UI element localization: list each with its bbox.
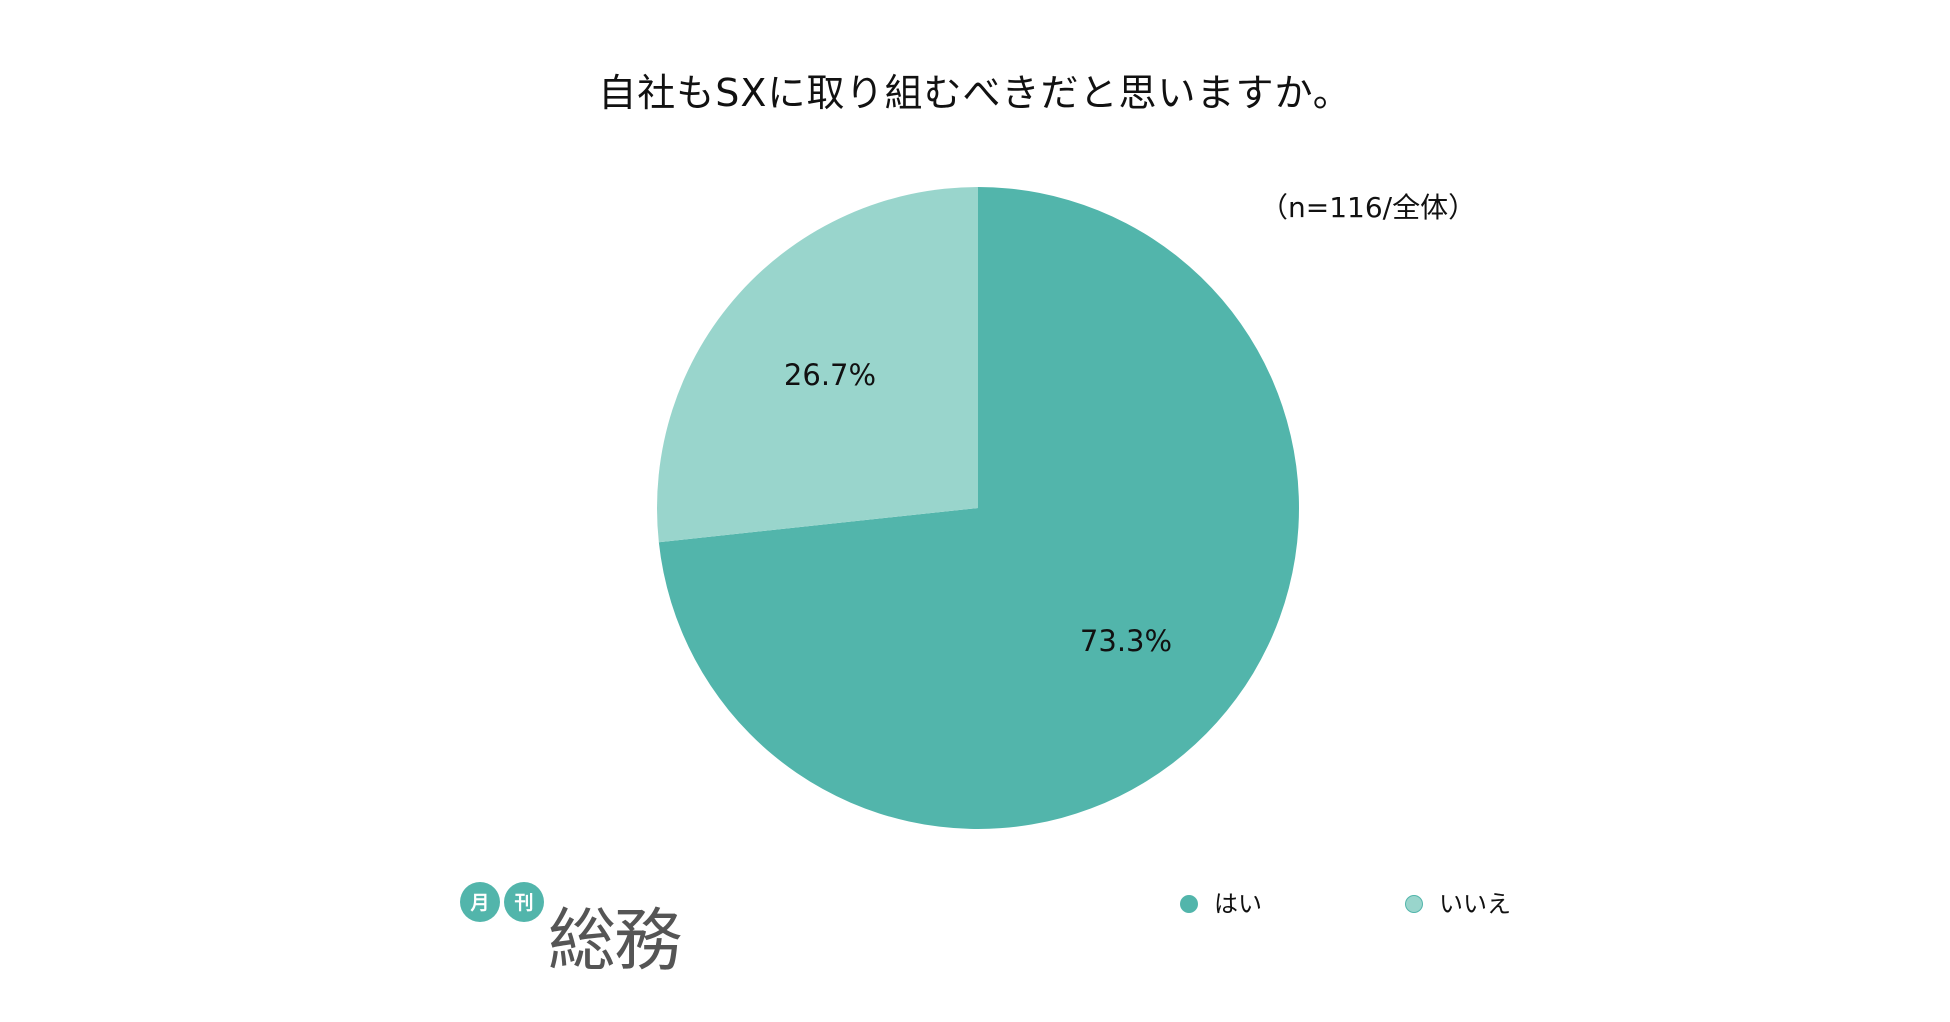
logo-badge-text-1: 月 xyxy=(469,892,489,914)
legend-swatch-yes xyxy=(1180,895,1198,913)
pie-slice-yes xyxy=(658,187,1299,829)
pie-label-no: 26.7% xyxy=(784,358,876,392)
legend-label-no: いいえ xyxy=(1439,890,1511,918)
chart-title: 自社もSXに取り組むべきだと思いますか。 xyxy=(598,71,1352,115)
gekkan-soumu-logo: 月 刊 総務 xyxy=(460,882,683,976)
pie-slice-no xyxy=(657,187,978,543)
pie-label-yes: 73.3% xyxy=(1080,624,1172,658)
logo-wordmark: 総務 xyxy=(548,902,681,976)
legend-item-yes: はい xyxy=(1180,884,1262,924)
logo-badge-circle-2 xyxy=(504,882,544,922)
legend-swatch-no xyxy=(1405,895,1423,913)
legend-label-yes: はい xyxy=(1214,890,1262,918)
legend-item-no: いいえ xyxy=(1405,884,1511,924)
logo-badge-text-2: 刊 xyxy=(514,892,533,914)
logo-badge-circle-1 xyxy=(460,882,500,922)
sample-size-note: （n=116/全体） xyxy=(1260,191,1477,224)
